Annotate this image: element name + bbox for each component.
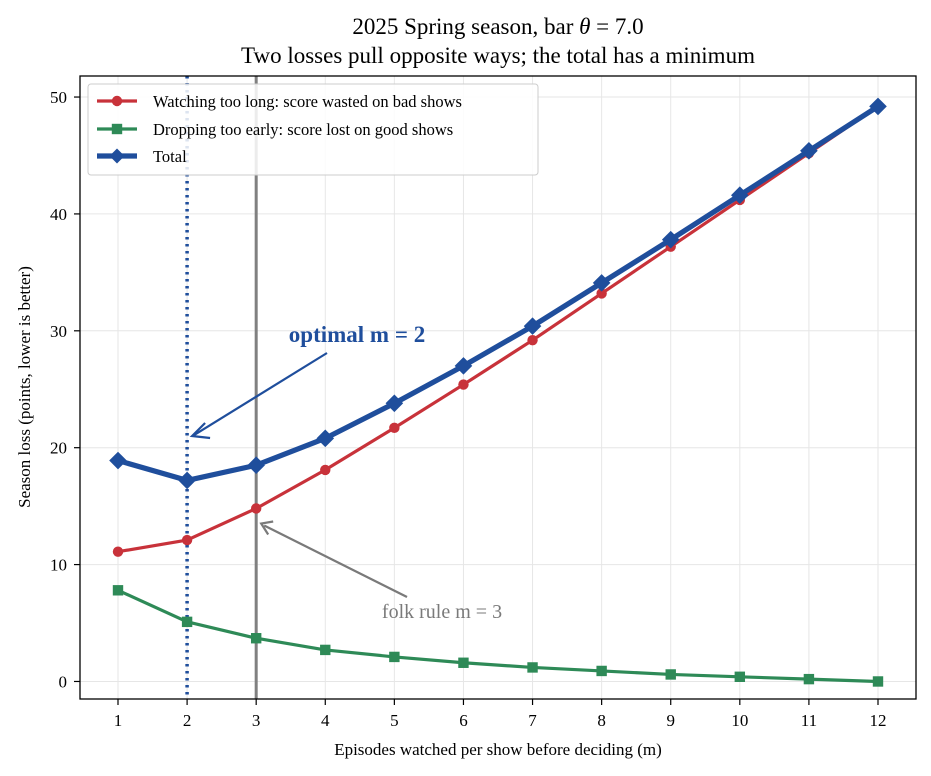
data-point-total (247, 456, 265, 475)
x-tick-label: 3 (252, 711, 261, 730)
series-line-watching-too-long (117, 105, 879, 554)
legend-swatch-marker (109, 148, 125, 164)
data-point-dropping-too-early (250, 633, 262, 644)
chart-title-line1: 2025 Spring season, bar θ = 7.0 (352, 14, 643, 39)
series-dropping-too-early (112, 585, 884, 687)
annotation-layer: optimal m = 2 folk rule m = 3 (189, 322, 502, 623)
data-point-watching-too-long (250, 503, 262, 514)
legend-label: Total (153, 147, 187, 166)
plot-area (80, 76, 916, 699)
title-theta-symbol: θ (579, 14, 590, 39)
x-tick-label: 11 (801, 711, 817, 730)
data-point-watching-too-long (389, 422, 400, 434)
x-tick-label: 6 (459, 711, 468, 730)
x-tick-label: 10 (731, 711, 748, 730)
optimal-arrow-head (189, 422, 211, 440)
data-point-dropping-too-early (872, 676, 884, 687)
chart-title-line2: Two losses pull opposite ways; the total… (241, 43, 755, 68)
data-point-watching-too-long (596, 288, 607, 299)
data-point-dropping-too-early (734, 671, 746, 682)
data-point-total (592, 274, 611, 292)
legend-entry-watching-too-long: Watching too long: score wasted on bad s… (97, 92, 462, 111)
data-point-dropping-too-early (665, 669, 676, 680)
data-point-watching-too-long (320, 464, 331, 476)
y-tick-label: 10 (50, 556, 67, 575)
data-point-watching-too-long (527, 334, 538, 346)
x-tick-label: 9 (666, 711, 675, 730)
data-point-dropping-too-early (181, 616, 193, 628)
reference-lines (185, 76, 258, 699)
data-point-dropping-too-early (389, 651, 400, 663)
data-point-total (109, 451, 127, 470)
x-tick-label: 7 (528, 711, 537, 730)
data-point-dropping-too-early (320, 644, 331, 656)
legend-entry-total: Total (97, 147, 187, 166)
x-tick-label: 5 (390, 711, 399, 730)
x-tick-label: 8 (597, 711, 606, 730)
data-point-total (316, 429, 335, 448)
data-point-total (523, 317, 542, 335)
data-point-watching-too-long (181, 534, 193, 546)
data-point-total (661, 230, 680, 249)
y-tick-label: 40 (50, 205, 67, 224)
x-tick-label: 12 (870, 711, 887, 730)
data-point-total (731, 186, 749, 205)
legend-label: Watching too long: score wasted on bad s… (153, 92, 462, 111)
legend: Watching too long: score wasted on bad s… (87, 83, 539, 176)
y-tick-label: 30 (50, 322, 67, 341)
data-point-watching-too-long (112, 546, 124, 557)
series-line-total (117, 104, 880, 484)
legend-box (87, 83, 539, 176)
series-total (109, 97, 887, 490)
data-point-total (800, 142, 818, 160)
data-point-dropping-too-early (458, 657, 469, 668)
data-point-dropping-too-early (112, 585, 124, 596)
x-tick-label: 4 (321, 711, 330, 730)
optimal-arrow-shaft (193, 352, 328, 436)
y-tick-label: 0 (59, 672, 68, 691)
series-layer (109, 97, 887, 687)
folk-rule-arrow-shaft (263, 524, 408, 598)
data-point-dropping-too-early (803, 673, 815, 685)
folk-rule-annotation-label: folk rule m = 3 (382, 601, 502, 623)
x-tick-label: 2 (183, 711, 192, 730)
legend-entries: Watching too long: score wasted on bad s… (97, 92, 462, 166)
data-point-dropping-too-early (596, 665, 607, 677)
legend-entry-dropping-too-early: Dropping too early: score lost on good s… (97, 120, 453, 139)
title-prefix: 2025 Spring season, bar (352, 14, 579, 39)
legend-label: Dropping too early: score lost on good s… (153, 120, 453, 139)
data-point-dropping-too-early (527, 662, 538, 673)
y-tick-label: 50 (50, 88, 67, 107)
optimal-annotation-label: optimal m = 2 (289, 322, 425, 347)
data-point-watching-too-long (458, 379, 469, 390)
legend-swatch-marker (111, 95, 123, 107)
folk-rule-arrow-head (259, 520, 274, 536)
x-axis-label: Episodes watched per show before decidin… (334, 740, 662, 759)
plot-frame (79, 75, 917, 700)
data-point-total (178, 471, 196, 490)
y-axis-label: Season loss (points, lower is better) (15, 266, 34, 508)
series-line-dropping-too-early (117, 588, 879, 684)
data-point-total (869, 97, 887, 116)
data-point-total (385, 394, 404, 413)
x-tick-label: 1 (114, 711, 123, 730)
legend-swatch-marker (111, 123, 123, 135)
data-point-total (454, 357, 473, 375)
title-suffix: = 7.0 (590, 14, 643, 39)
y-tick-label: 20 (50, 439, 67, 458)
